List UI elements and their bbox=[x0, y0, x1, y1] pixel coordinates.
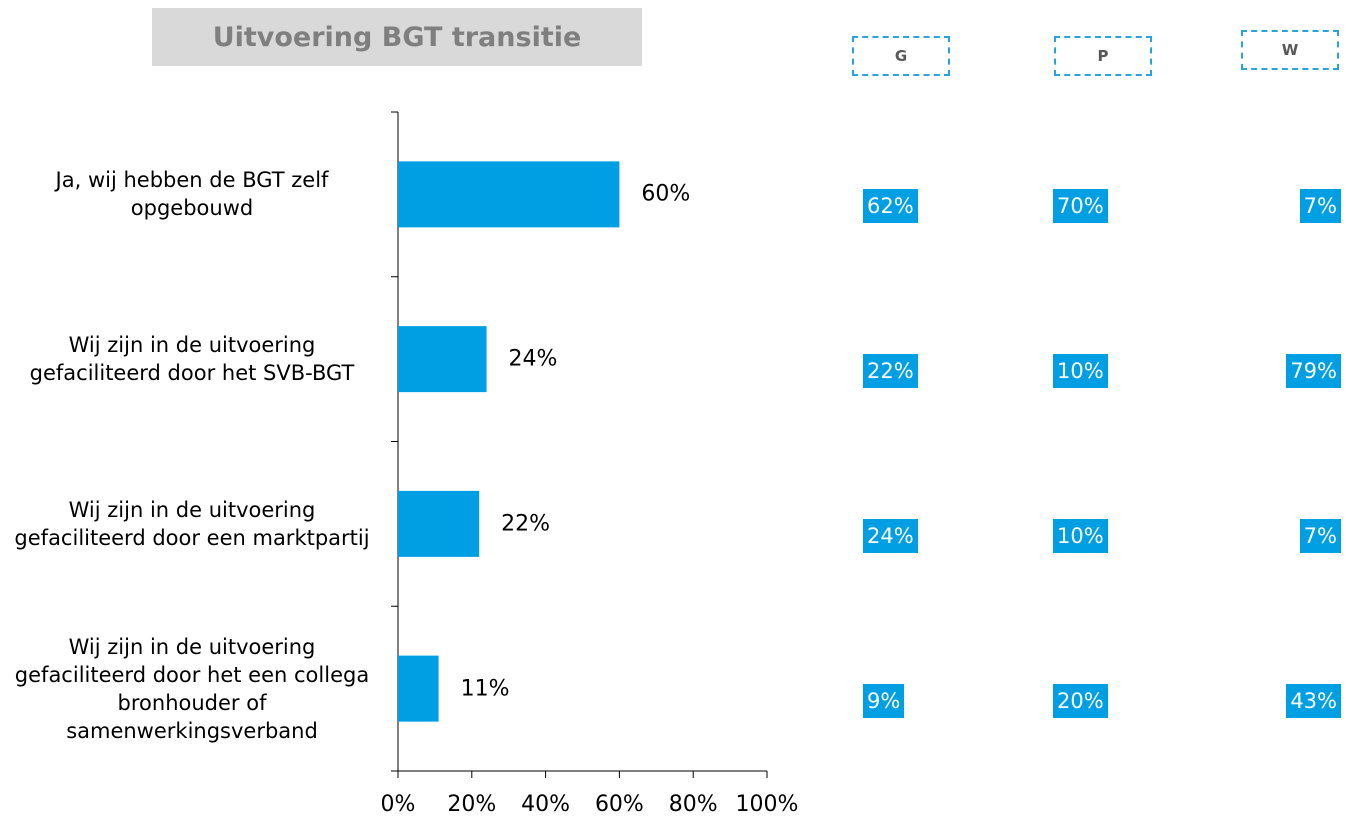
category-label: Wij zijn in de uitvoering gefaciliteerd … bbox=[29, 333, 355, 386]
chart-title: Uitvoering BGT transitie bbox=[152, 8, 642, 66]
table-cell: 9% bbox=[863, 683, 905, 718]
category-label: Wij zijn in de uitvoering gefaciliteerd … bbox=[14, 497, 370, 550]
bar bbox=[398, 490, 480, 557]
x-tick-label: 60% bbox=[594, 792, 644, 817]
table-cell: 62% bbox=[863, 189, 918, 224]
value-label: 11% bbox=[460, 676, 510, 702]
table-cell: 70% bbox=[1053, 189, 1108, 224]
x-tick-label: 100% bbox=[735, 792, 799, 817]
table-cell: 79% bbox=[1286, 354, 1341, 389]
x-tick-label: 80% bbox=[668, 792, 718, 817]
x-tick-label: 20% bbox=[447, 792, 497, 817]
value-label: 22% bbox=[501, 511, 551, 537]
bar bbox=[398, 161, 620, 228]
column-header: W bbox=[1241, 30, 1339, 70]
table-cell: 22% bbox=[863, 354, 918, 389]
table-cell: 24% bbox=[863, 518, 918, 553]
table-cell: 7% bbox=[1299, 518, 1341, 553]
column-header: P bbox=[1054, 36, 1152, 76]
value-label: 60% bbox=[641, 181, 691, 207]
table-cell: 10% bbox=[1053, 518, 1108, 553]
value-label: 24% bbox=[508, 346, 558, 372]
x-tick-label: 0% bbox=[380, 792, 416, 817]
table-cell: 10% bbox=[1053, 354, 1108, 389]
column-header: G bbox=[852, 36, 950, 76]
table-cell: 20% bbox=[1053, 683, 1108, 718]
bar bbox=[398, 655, 439, 722]
category-label: Ja, wij hebben de BGT zelf opgebouwd bbox=[55, 168, 329, 221]
table-cell: 7% bbox=[1299, 189, 1341, 224]
category-label: Wij zijn in de uitvoering gefaciliteerd … bbox=[14, 634, 370, 743]
table-cell: 43% bbox=[1286, 683, 1341, 718]
bar bbox=[398, 326, 487, 393]
x-tick-label: 40% bbox=[521, 792, 571, 817]
